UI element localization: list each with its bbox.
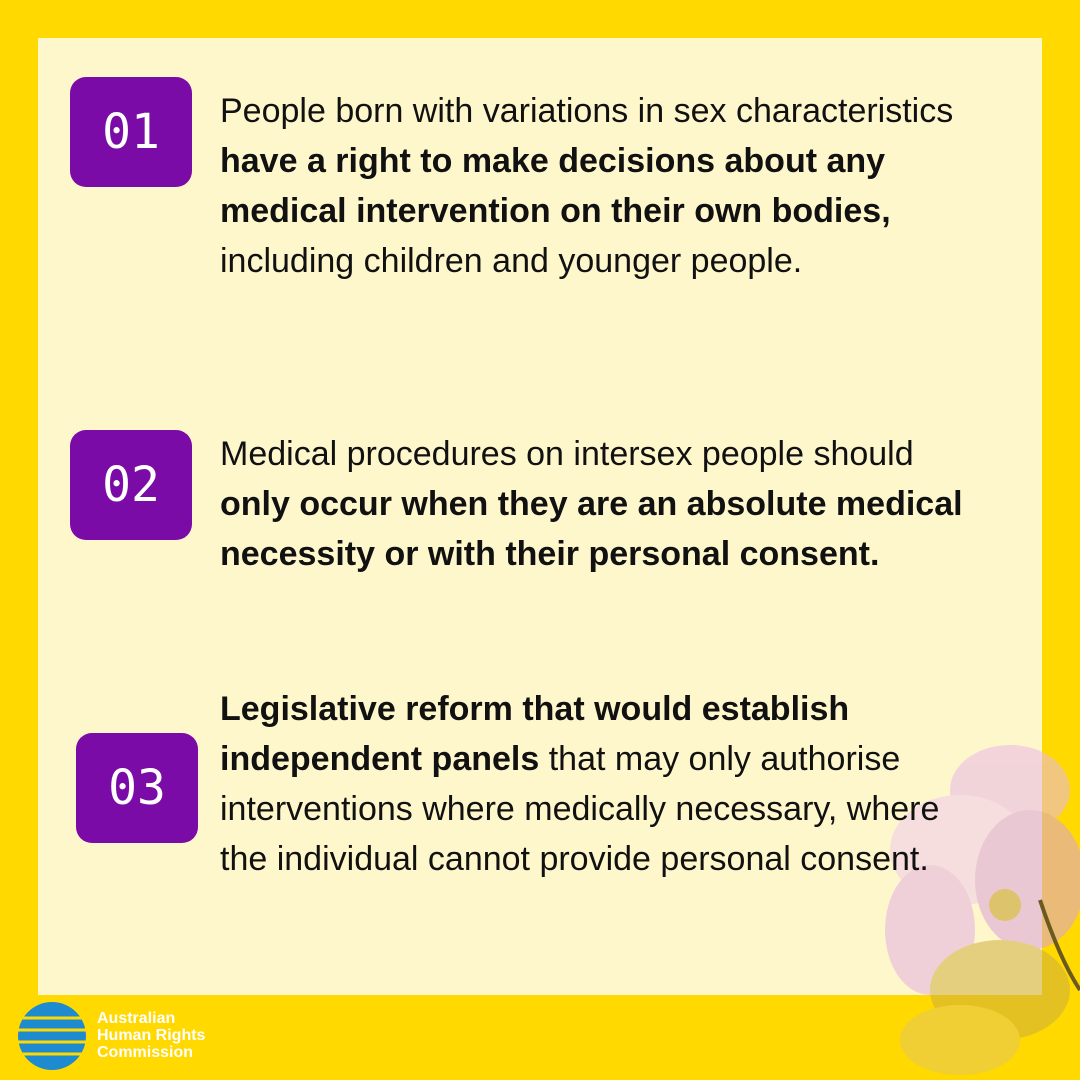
number-badge: 03 bbox=[76, 733, 198, 843]
panel bbox=[38, 38, 1042, 995]
text-segment: People born with variations in sex chara… bbox=[220, 92, 954, 130]
item-text: Legislative reform that would establish … bbox=[220, 684, 965, 884]
number-badge: 02 bbox=[70, 430, 192, 540]
number-badge: 01 bbox=[70, 77, 192, 187]
bold-text: only occur when they are an absolute med… bbox=[220, 485, 963, 573]
logo-text: Australian Human Rights Commission bbox=[97, 1010, 205, 1061]
text-segment: Medical procedures on intersex people sh… bbox=[220, 435, 914, 473]
item-text: People born with variations in sex chara… bbox=[220, 86, 965, 286]
logo-line: Commission bbox=[97, 1044, 194, 1061]
logo-line: Human Rights bbox=[97, 1027, 206, 1044]
logo-line: Australian bbox=[97, 1010, 176, 1027]
bold-text: Legislative reform that would establish … bbox=[220, 690, 850, 778]
item-text: Medical procedures on intersex people sh… bbox=[220, 429, 965, 579]
text-segment: including children and younger people. bbox=[220, 242, 803, 280]
text-segment: that may only authorise interventions wh… bbox=[220, 740, 940, 878]
bold-text: have a right to make decisions about any… bbox=[220, 142, 891, 230]
